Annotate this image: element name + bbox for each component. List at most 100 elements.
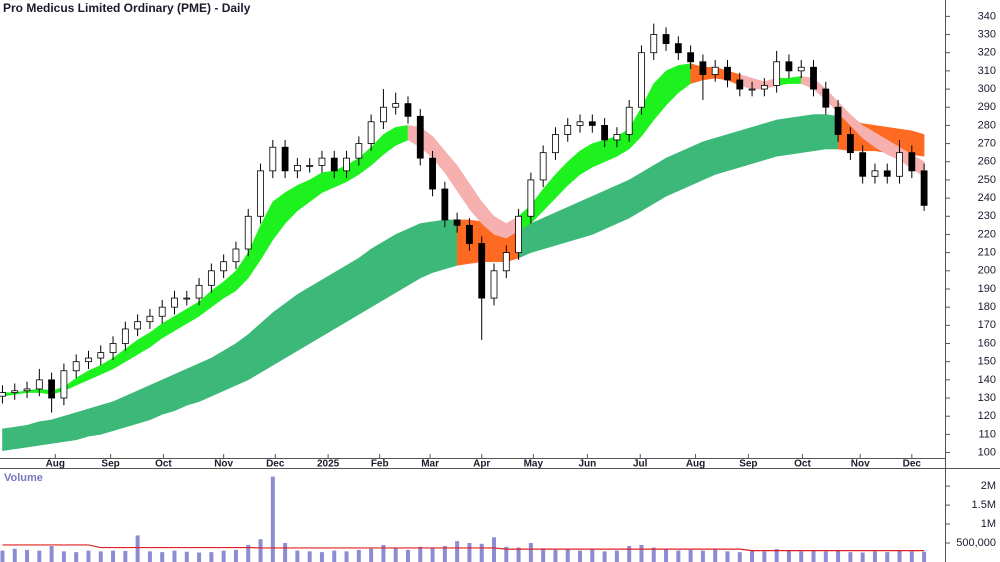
volume-bar [823, 551, 828, 562]
volume-bar [356, 549, 361, 562]
candle-body [11, 390, 19, 393]
volume-bar [319, 552, 324, 562]
candle-body [134, 321, 142, 330]
x-tick-label: May [524, 459, 544, 470]
candle-body [699, 61, 707, 75]
volume-bar [86, 550, 91, 562]
candle-body [896, 152, 903, 177]
volume-bar [909, 551, 914, 562]
volume-bar [160, 552, 165, 562]
volume-bar [897, 550, 902, 562]
candle-body [404, 103, 412, 117]
volume-bar [786, 550, 791, 562]
volume-bar [528, 543, 533, 562]
volume-bar [258, 539, 263, 562]
x-tick-label: Sep [739, 459, 757, 470]
y-tick-label: 230 [978, 210, 996, 222]
x-tick-label: Mar [421, 459, 439, 470]
y-tick-label: 310 [978, 65, 996, 77]
candle-body [232, 248, 240, 263]
y-tick-label: 160 [978, 337, 996, 349]
volume-bar [688, 549, 693, 562]
candle-body [920, 170, 928, 206]
candle-body [330, 157, 338, 172]
volume-bar [295, 550, 300, 562]
candle-body [207, 270, 215, 286]
candle-body [380, 106, 387, 123]
volume-bar [25, 549, 30, 562]
volume-bar [737, 552, 742, 562]
volume-y-tick-label: 1M [981, 518, 996, 530]
volume-bar [700, 550, 705, 562]
x-tick-label: Apr [473, 459, 490, 470]
volume-bar [405, 549, 410, 562]
volume-bar [799, 551, 804, 562]
x-tick-label: Jul [633, 459, 648, 470]
candle-body [478, 243, 486, 299]
volume-bar [885, 552, 890, 562]
y-tick-label: 100 [978, 446, 996, 458]
candle-body [220, 261, 228, 272]
y-tick-label: 290 [978, 101, 996, 113]
y-tick-label: 220 [978, 228, 996, 240]
volume-bar [455, 541, 460, 562]
volume-y-tick-label: 2M [981, 480, 996, 492]
volume-bar [37, 550, 42, 562]
candle-body [810, 66, 817, 90]
candle-body [171, 297, 178, 308]
volume-bar [553, 549, 558, 562]
volume-bar [442, 546, 447, 562]
candle-body [60, 370, 68, 399]
volume-bar [12, 548, 17, 562]
volume-y-tick-label: 1.5M [972, 499, 996, 511]
y-tick-label: 270 [978, 137, 996, 149]
candle-body [650, 34, 658, 54]
volume-bar [283, 543, 288, 562]
candle-body [515, 215, 522, 254]
candle-body [158, 306, 166, 317]
candle-body [834, 106, 842, 135]
candle-body [613, 134, 621, 141]
y-tick-label: 210 [978, 247, 996, 259]
y-tick-label: 170 [978, 319, 996, 331]
candle-body [318, 157, 326, 166]
x-tick-label: Aug [686, 459, 705, 470]
candle-body [527, 179, 535, 217]
candle-body [724, 66, 731, 81]
volume-y-tick-label: 500,000 [956, 537, 996, 549]
candle-body [48, 379, 56, 399]
candle-body [453, 219, 461, 226]
y-tick-label: 330 [978, 28, 996, 40]
candle-body [244, 215, 252, 250]
volume-bar [393, 547, 398, 562]
y-tick-label: 110 [978, 428, 996, 440]
volume-bar [381, 544, 386, 562]
volume-bar [246, 544, 251, 562]
candle-body [773, 61, 781, 86]
y-tick-label: 340 [978, 10, 996, 22]
volume-bar [774, 549, 779, 562]
candle-body [588, 121, 596, 126]
y-tick-label: 180 [978, 301, 996, 313]
candle-body [785, 61, 793, 72]
y-tick-label: 190 [978, 283, 996, 295]
volume-bar [197, 552, 202, 562]
candle-body [638, 52, 645, 108]
candle-body [601, 125, 609, 141]
y-tick-label: 280 [978, 119, 996, 131]
candle-body [466, 224, 473, 244]
candle-body [846, 134, 854, 154]
y-tick-label: 140 [978, 374, 996, 386]
volume-bar [725, 551, 730, 562]
volume-bar [344, 551, 349, 562]
candle-body [502, 252, 510, 272]
volume-bar [922, 551, 927, 562]
candle-body [576, 121, 584, 126]
volume-bar [762, 551, 767, 562]
volume-bar [639, 544, 644, 562]
candle-body [687, 52, 695, 63]
volume-bar [602, 551, 607, 562]
candle-body [392, 103, 400, 108]
candle-body [674, 43, 682, 54]
